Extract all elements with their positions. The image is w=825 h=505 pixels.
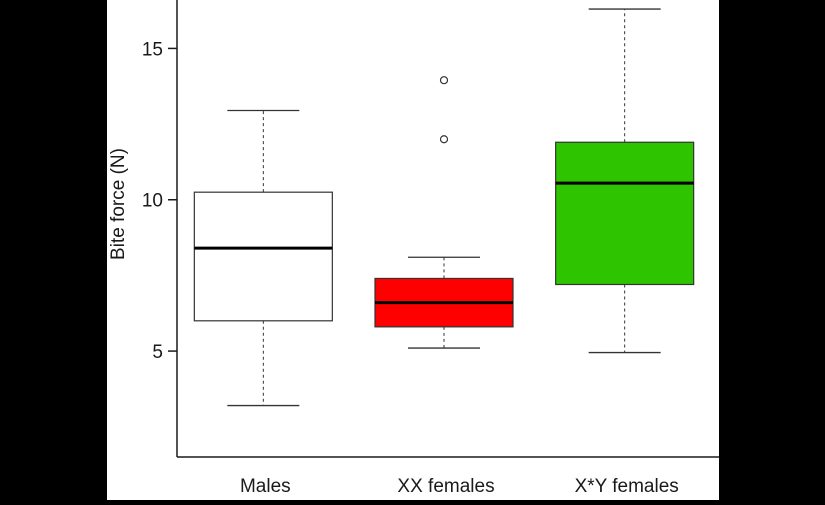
x-tick-label: XX females [397, 476, 494, 497]
y-tick-label: 5 [152, 342, 163, 363]
iqr-box [555, 141, 695, 286]
box-x-y-females [555, 8, 695, 354]
y-ticks: 5 10 15 [142, 39, 177, 363]
box-xx-females [374, 76, 514, 349]
x-tick-labels: Males XX females X*Y females [240, 476, 679, 497]
iqr-box [193, 191, 333, 322]
y-tick-label: 15 [142, 39, 163, 60]
x-tick-label: Males [240, 476, 291, 497]
box-males [193, 109, 333, 407]
y-tick-label: 10 [142, 191, 163, 212]
outlier-point [439, 135, 449, 144]
outlier-point [439, 76, 449, 85]
boxes-layer [193, 8, 695, 407]
x-tick-label: X*Y females [575, 476, 679, 497]
y-axis-label: Bite force (N) [108, 148, 129, 260]
